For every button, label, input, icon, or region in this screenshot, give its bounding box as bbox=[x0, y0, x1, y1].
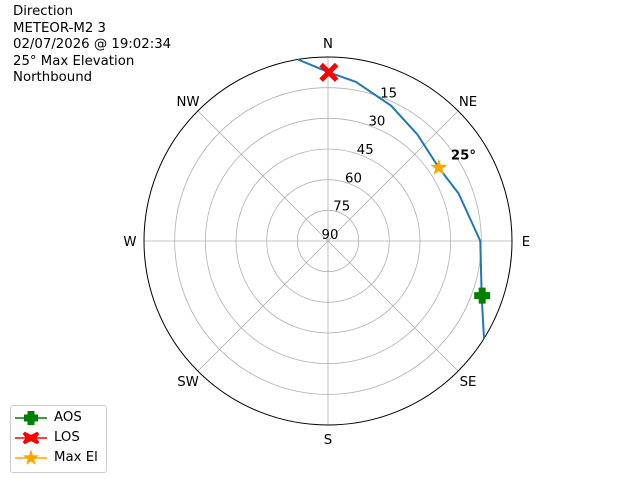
direction-label-w: W bbox=[123, 235, 136, 250]
legend-item-los: LOS bbox=[11, 428, 106, 448]
grid-spoke bbox=[327, 240, 459, 372]
radial-tick-label: 90 bbox=[322, 228, 339, 243]
title-line: Northbound bbox=[13, 70, 93, 86]
chart-title: Direction METEOR-M2 3 02/07/2026 @ 19:02… bbox=[13, 4, 171, 87]
direction-label-nw: NW bbox=[176, 95, 199, 110]
direction-label-n: N bbox=[323, 37, 333, 52]
title-line: METEOR-M2 3 bbox=[13, 20, 106, 36]
legend-label: LOS bbox=[54, 430, 80, 445]
radial-tick-label: 45 bbox=[357, 143, 374, 158]
legend-item-aos: AOS bbox=[11, 408, 106, 428]
legend-item-max-el: Max El bbox=[11, 448, 106, 468]
direction-label-s: S bbox=[324, 433, 332, 448]
direction-label-sw: SW bbox=[177, 375, 199, 390]
radial-tick-label: 75 bbox=[333, 200, 350, 215]
star-legend-icon bbox=[15, 449, 47, 465]
radial-tick-label: 15 bbox=[380, 86, 397, 101]
los-legend-icon bbox=[15, 431, 47, 445]
grid-spoke bbox=[197, 110, 329, 242]
direction-label-ne: NE bbox=[459, 95, 477, 110]
max-elevation-annotation: 25° bbox=[451, 149, 476, 164]
legend-label: AOS bbox=[54, 410, 82, 425]
max-el-marker bbox=[430, 158, 448, 175]
radial-tick-label: 60 bbox=[345, 171, 362, 186]
grid-spoke bbox=[197, 240, 329, 372]
legend: AOS LOS Max El bbox=[10, 405, 107, 473]
radial-tick-label: 30 bbox=[368, 115, 385, 130]
title-line: Direction bbox=[13, 4, 74, 19]
pass-track-line bbox=[297, 58, 485, 339]
grid-spoke bbox=[327, 110, 459, 242]
aos-marker bbox=[474, 287, 491, 304]
legend-label: Max El bbox=[54, 450, 98, 465]
los-marker bbox=[319, 62, 339, 82]
title-line: 25° Max Elevation bbox=[13, 53, 135, 69]
outer-rim bbox=[143, 56, 513, 426]
aos-legend-icon bbox=[15, 411, 47, 425]
direction-label-e: E bbox=[522, 235, 530, 250]
direction-label-se: SE bbox=[460, 375, 477, 390]
title-line: 02/07/2026 @ 19:02:34 bbox=[13, 37, 172, 53]
